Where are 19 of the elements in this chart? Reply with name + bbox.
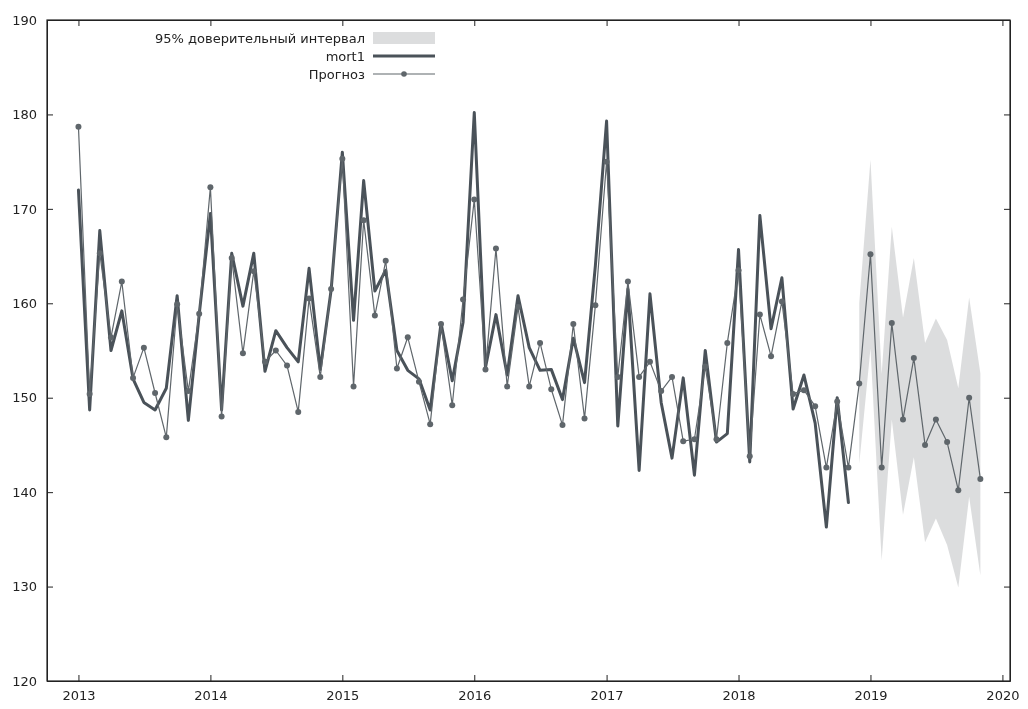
legend-label: mort1	[325, 48, 365, 64]
y-tick-label: 150	[12, 390, 37, 406]
x-tick-label: 2016	[458, 688, 492, 704]
legend-label: Прогноз	[308, 66, 366, 82]
y-tick-label: 160	[12, 295, 37, 311]
y-tick-label: 120	[12, 673, 37, 689]
x-tick-label: 2017	[590, 688, 624, 704]
y-tick-label: 130	[12, 579, 37, 595]
y-tick-label: 140	[12, 484, 37, 500]
x-tick-label: 2018	[722, 688, 756, 704]
annotation: 95% доверительный интервал	[155, 30, 365, 46]
x-tick-label: 2013	[62, 688, 96, 704]
x-tick-label: 2020	[986, 688, 1020, 704]
y-tick-label: 180	[12, 107, 37, 123]
x-tick-label: 2015	[326, 688, 360, 704]
y-tick-label: 190	[12, 12, 37, 28]
y-tick-label: 170	[12, 201, 37, 217]
x-tick-label: 2014	[194, 688, 228, 704]
x-tick-label: 2019	[854, 688, 888, 704]
